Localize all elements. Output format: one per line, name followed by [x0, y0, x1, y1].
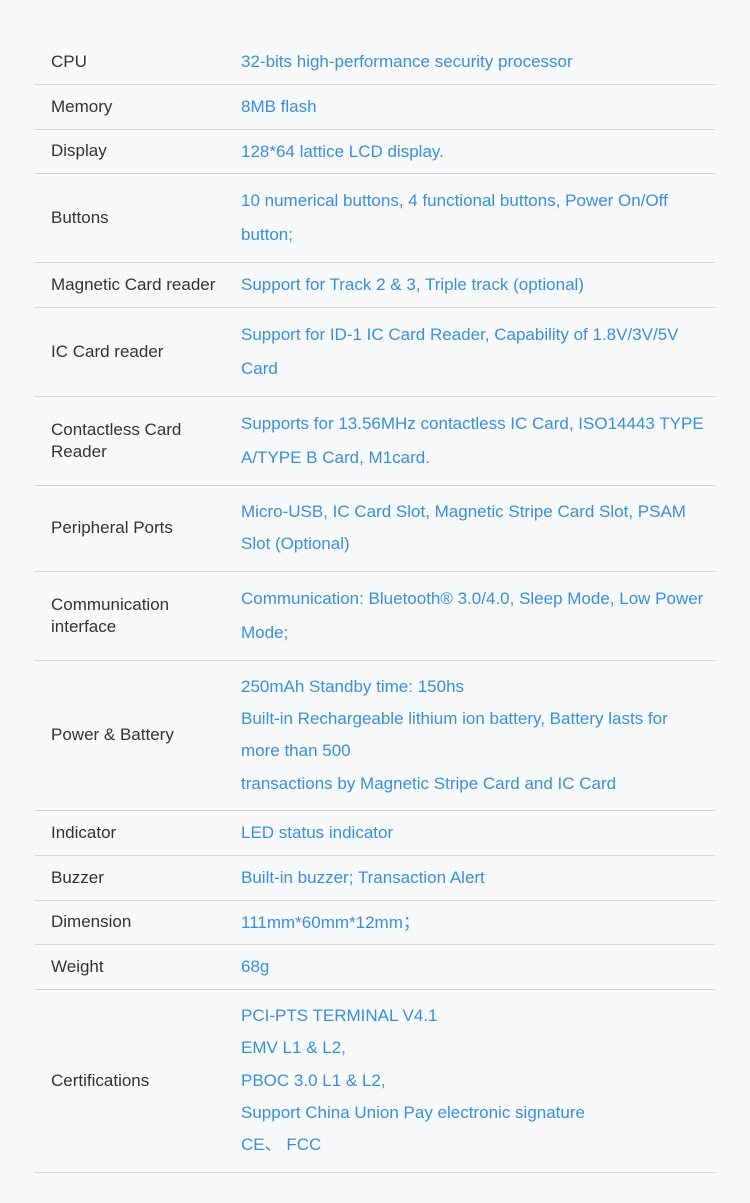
spec-table: CPU 32-bits high-performance security pr… [35, 40, 715, 1173]
spec-label: Memory [35, 86, 231, 128]
spec-label: Buzzer [35, 857, 231, 899]
spec-value: Support for ID-1 IC Card Reader, Capabil… [231, 308, 715, 396]
spec-label: Dimension [35, 901, 231, 943]
spec-row-power-battery: Power & Battery 250mAh Standby time: 150… [35, 661, 715, 811]
spec-label: Peripheral Ports [35, 507, 231, 549]
spec-value: 68g [231, 945, 715, 989]
spec-row-contactless-card-reader: Contactless Card Reader Supports for 13.… [35, 397, 715, 486]
spec-value: Communication: Bluetooth® 3.0/4.0, Sleep… [231, 572, 715, 660]
spec-row-communication-interface: Communication interface Communication: B… [35, 572, 715, 661]
spec-label: IC Card reader [35, 331, 231, 373]
spec-row-display: Display 128*64 lattice LCD display. [35, 130, 715, 175]
spec-label: Certifications [35, 1060, 231, 1102]
spec-value: 250mAh Standby time: 150hs Built-in Rech… [231, 661, 715, 810]
spec-label: CPU [35, 41, 231, 83]
spec-label: Buttons [35, 197, 231, 239]
spec-row-magnetic-card-reader: Magnetic Card reader Support for Track 2… [35, 263, 715, 308]
spec-value: 111mm*60mm*12mm； [231, 901, 715, 945]
spec-row-memory: Memory 8MB flash [35, 85, 715, 130]
spec-label: Magnetic Card reader [35, 264, 231, 306]
spec-value: 32-bits high-performance security proces… [231, 40, 715, 84]
spec-row-buttons: Buttons 10 numerical buttons, 4 function… [35, 174, 715, 263]
spec-value: PCI-PTS TERMINAL V4.1 EMV L1 & L2, PBOC … [231, 990, 715, 1171]
spec-row-dimension: Dimension 111mm*60mm*12mm； [35, 901, 715, 946]
spec-row-peripheral-ports: Peripheral Ports Micro-USB, IC Card Slot… [35, 486, 715, 572]
spec-row-certifications: Certifications PCI-PTS TERMINAL V4.1 EMV… [35, 990, 715, 1172]
spec-row-buzzer: Buzzer Built-in buzzer; Transaction Aler… [35, 856, 715, 901]
spec-value: 10 numerical buttons, 4 functional butto… [231, 174, 715, 262]
spec-value: LED status indicator [231, 811, 715, 855]
spec-label: Communication interface [35, 584, 231, 648]
spec-label: Weight [35, 946, 231, 988]
spec-row-indicator: Indicator LED status indicator [35, 811, 715, 856]
spec-label: Indicator [35, 812, 231, 854]
spec-row-weight: Weight 68g [35, 945, 715, 990]
spec-label: Power & Battery [35, 714, 231, 756]
spec-row-ic-card-reader: IC Card reader Support for ID-1 IC Card … [35, 308, 715, 397]
spec-value: Supports for 13.56MHz contactless IC Car… [231, 397, 715, 485]
spec-value: 8MB flash [231, 85, 715, 129]
spec-value: Built-in buzzer; Transaction Alert [231, 856, 715, 900]
spec-value: Support for Track 2 & 3, Triple track (o… [231, 263, 715, 307]
spec-value: 128*64 lattice LCD display. [231, 130, 715, 174]
spec-label: Display [35, 130, 231, 172]
spec-value: Micro-USB, IC Card Slot, Magnetic Stripe… [231, 486, 715, 571]
spec-label: Contactless Card Reader [35, 409, 231, 473]
spec-row-cpu: CPU 32-bits high-performance security pr… [35, 40, 715, 85]
